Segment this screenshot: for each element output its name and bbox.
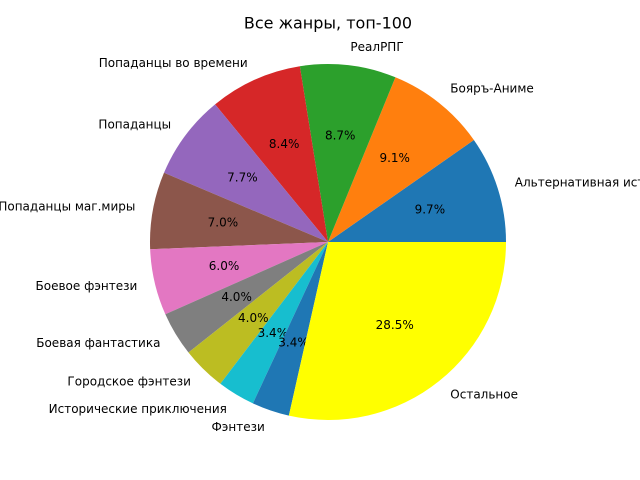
pie-wedge <box>150 242 328 315</box>
chart-title: Все жанры, топ-100 <box>244 14 412 33</box>
wedge-label: Остальное <box>450 387 518 401</box>
wedge-label: Попаданцы во времени <box>99 56 248 70</box>
wedge-label: Альтернативная ист <box>515 176 640 190</box>
value-label: 28.5% <box>376 318 414 332</box>
value-label: 6.0% <box>209 259 240 273</box>
value-label: 7.7% <box>227 171 258 185</box>
wedge-label: Боевое фэнтези <box>36 279 138 293</box>
value-label: 4.0% <box>221 290 252 304</box>
wedge-label: Попаданцы маг.миры <box>0 200 135 214</box>
value-label: 8.4% <box>269 137 300 151</box>
value-label: 4.0% <box>238 311 269 325</box>
pie-wedge <box>164 104 328 243</box>
wedge-label: Попаданцы <box>98 117 171 131</box>
wedge-label: РеалРПГ <box>350 40 403 54</box>
pie-wedge <box>299 63 396 242</box>
value-label: 7.0% <box>208 215 239 229</box>
value-label: 9.7% <box>415 202 446 216</box>
pie-wedge <box>150 172 328 250</box>
value-label: 3.4% <box>278 336 309 350</box>
pie-wedge <box>220 242 328 404</box>
pie-wedge <box>215 66 328 242</box>
value-label: 3.4% <box>258 326 289 340</box>
pie-wedge <box>328 77 474 242</box>
pie-wedge <box>288 242 506 421</box>
wedge-label: Бояръ-Аниме <box>450 82 534 96</box>
pie-wedge <box>165 242 328 353</box>
wedge-label: Фэнтези <box>211 420 264 434</box>
pie-wedge <box>252 242 328 416</box>
pie-wedge <box>188 242 328 384</box>
value-label: 9.1% <box>379 151 410 165</box>
wedge-label: Исторические приключения <box>49 402 227 416</box>
wedge-label: Боевая фантастика <box>36 336 160 350</box>
wedge-label: Городское фэнтези <box>67 374 191 388</box>
value-label: 8.7% <box>325 128 356 142</box>
pie-wedge <box>328 140 506 242</box>
